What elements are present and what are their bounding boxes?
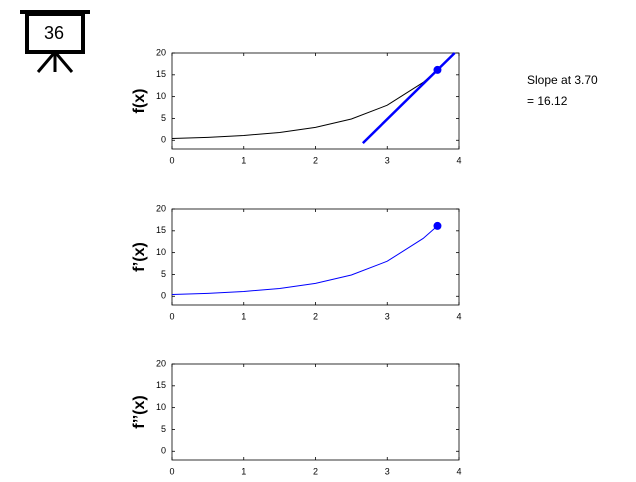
- x-tick-label: 2: [313, 155, 318, 165]
- x-tick-label: 2: [313, 466, 318, 476]
- y-tick-label: 5: [161, 424, 166, 434]
- y-tick-label: 10: [156, 247, 166, 257]
- y-tick-label: 15: [156, 380, 166, 390]
- curve: [171, 69, 438, 140]
- y-axis-label: f’(x): [131, 242, 148, 272]
- x-tick-label: 1: [241, 155, 246, 165]
- y-tick-label: 0: [161, 291, 166, 301]
- x-tick-label: 3: [385, 311, 390, 321]
- point: [433, 65, 442, 74]
- axes-frame: [171, 208, 460, 306]
- x-tick-label: 1: [241, 466, 246, 476]
- x-tick-label: 2: [313, 311, 318, 321]
- annotation: = 16.12: [527, 94, 568, 108]
- y-tick-label: 20: [156, 358, 166, 368]
- x-tick-label: 0: [169, 466, 174, 476]
- y-tick-label: 20: [156, 203, 166, 213]
- axes-frame: [171, 52, 460, 150]
- y-tick-label: 5: [161, 113, 166, 123]
- badge-number: 36: [44, 23, 64, 43]
- annotation: Slope at 3.70: [527, 73, 598, 87]
- x-tick-label: 1: [241, 311, 246, 321]
- y-tick-label: 10: [156, 402, 166, 412]
- x-tick-label: 4: [456, 155, 461, 165]
- y-tick-label: 20: [156, 47, 166, 57]
- x-tick-label: 0: [169, 155, 174, 165]
- y-tick-label: 10: [156, 91, 166, 101]
- x-tick-label: 4: [456, 311, 461, 321]
- y-tick-label: 5: [161, 269, 166, 279]
- x-tick-label: 3: [385, 466, 390, 476]
- axes-frame: [171, 363, 460, 461]
- x-tick-label: 0: [169, 311, 174, 321]
- x-tick-label: 4: [456, 466, 461, 476]
- y-tick-label: 15: [156, 69, 166, 79]
- y-axis-label: f(x): [131, 89, 148, 114]
- point: [433, 221, 442, 230]
- y-tick-label: 0: [161, 135, 166, 145]
- curve: [361, 52, 456, 145]
- curve: [171, 225, 438, 296]
- x-tick-label: 3: [385, 155, 390, 165]
- y-tick-label: 15: [156, 225, 166, 235]
- y-tick-label: 0: [161, 446, 166, 456]
- y-axis-label: f’’(x): [131, 395, 148, 428]
- slide-icon: 36: [20, 10, 90, 73]
